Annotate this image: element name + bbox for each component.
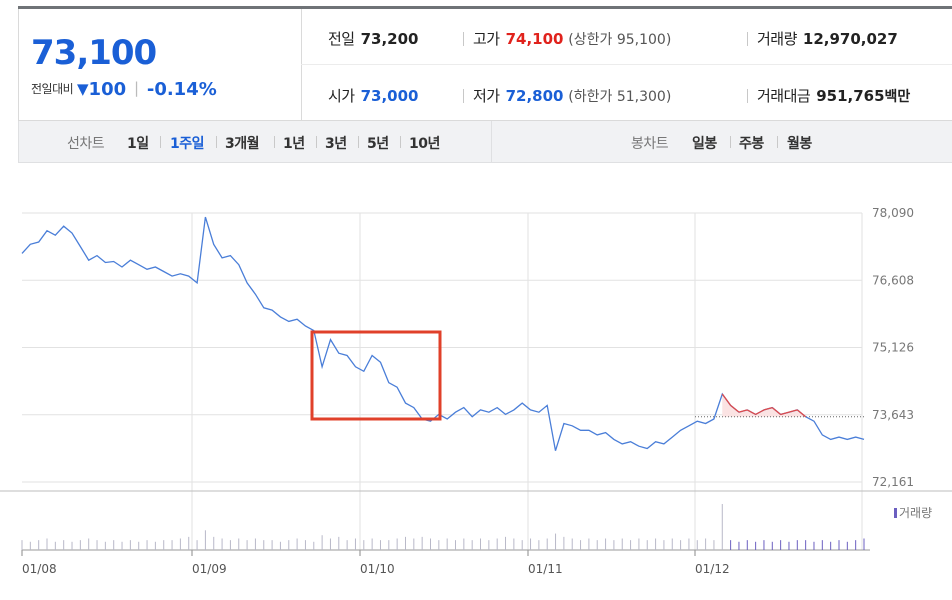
price-line-up-segment (755, 409, 765, 416)
change-label: 전일대비 (31, 82, 74, 96)
divider (747, 89, 748, 103)
chart-period-tabs: 선차트 1일 1주일 3개월 1년 3년 5년 10년 봉차트 일봉 주봉 월봉 (18, 121, 952, 163)
x-tick-label: 01/09 (192, 562, 227, 576)
change-value: 100 (88, 79, 127, 100)
price-chart: 78,090 76,608 75,126 73,643 72,161 01/08 01/09… (0, 206, 952, 576)
line-chart-heading: 선차트 (67, 136, 105, 152)
open-value: 73,000 (360, 87, 419, 105)
change-percent: -0.14% (146, 79, 217, 100)
low-value: 72,800 (505, 87, 564, 105)
x-tick-label: 01/10 (360, 562, 395, 576)
y-tick-label: 78,090 (872, 206, 914, 220)
tab-10-years[interactable]: 10년 (409, 136, 440, 152)
tab-3-years[interactable]: 3년 (325, 136, 347, 152)
divider (316, 136, 317, 148)
tab-group-divider (491, 121, 492, 162)
up-area-fill (722, 394, 806, 417)
prev-close-stat: 전일 73,200 (328, 28, 419, 49)
quote-summary: 73,100 전일대비 ▼100 | -0.14% 전일 73,200 고가 74,… (18, 9, 952, 121)
upper-limit: (상한가 95,100) (568, 32, 672, 48)
lower-limit: (하한가 51,300) (568, 89, 672, 105)
price-line-up-segment (746, 409, 756, 416)
high-value: 74,100 (505, 30, 564, 48)
price-line-up-segment (796, 409, 807, 418)
open-label: 시가 (328, 87, 355, 105)
trade-value-label: 거래대금 (757, 87, 811, 105)
volume-stat: 거래량 12,970,027 (757, 28, 898, 49)
divider (216, 136, 217, 148)
trade-value-unit: 백만 (884, 89, 911, 105)
divider (777, 136, 778, 148)
x-tick-label: 01/11 (528, 562, 563, 576)
tab-1-week[interactable]: 1주일 (170, 136, 205, 152)
divider (747, 32, 748, 46)
divider (463, 32, 464, 46)
price-line-up-segment (771, 407, 782, 415)
tab-monthly-candle[interactable]: 월봉 (787, 136, 812, 152)
price-line-up-segment (721, 393, 732, 406)
y-tick-label: 76,608 (872, 273, 914, 287)
price-line-up-segment (730, 404, 740, 413)
x-tick-label: 01/12 (695, 562, 730, 576)
divider (400, 136, 401, 148)
divider (274, 136, 275, 148)
y-tick-label: 72,161 (872, 475, 914, 489)
volume-legend-swatch (894, 508, 897, 518)
price-line-up-segment (788, 409, 798, 413)
price-line-up-segment (780, 411, 790, 416)
trade-value-stat: 거래대금 951,765백만 (757, 85, 910, 106)
change-row: 전일대비 ▼100 | -0.14% (31, 79, 217, 100)
low-label: 저가 (473, 87, 500, 105)
prev-close-value: 73,200 (360, 30, 419, 48)
divider (160, 136, 161, 148)
trade-value: 951,765 (816, 87, 885, 105)
high-stat: 고가 74,100 (상한가 95,100) (473, 28, 671, 49)
y-tick-label: 73,643 (872, 408, 914, 422)
y-tick-label: 75,126 (872, 341, 914, 355)
price-line-up-segment (738, 409, 748, 413)
high-label: 고가 (473, 30, 500, 48)
volume-label: 거래량 (757, 30, 797, 48)
low-stat: 저가 72,800 (하한가 51,300) (473, 85, 671, 106)
candle-chart-heading: 봉차트 (631, 136, 669, 152)
tab-1-year[interactable]: 1년 (283, 136, 305, 152)
down-triangle-icon: ▼ (77, 80, 89, 98)
divider: | (133, 79, 140, 97)
current-price: 73,100 (31, 33, 157, 73)
volume-value: 12,970,027 (802, 30, 898, 48)
price-box: 73,100 전일대비 ▼100 | -0.14% (18, 9, 302, 120)
highlight-box (310, 330, 442, 421)
divider (463, 89, 464, 103)
tab-1-day[interactable]: 1일 (127, 136, 149, 152)
volume-legend-label: 거래량 (899, 506, 932, 520)
open-stat: 시가 73,000 (328, 85, 419, 106)
top-accent-bar (18, 6, 952, 9)
prev-close-label: 전일 (328, 30, 355, 48)
divider (730, 136, 731, 148)
price-line-up-segment (763, 407, 773, 411)
tab-3-months[interactable]: 3개월 (225, 136, 260, 152)
x-tick-label: 01/08 (22, 562, 57, 576)
stats-row-divider (301, 64, 952, 65)
tab-daily-candle[interactable]: 일봉 (692, 136, 717, 152)
divider (358, 136, 359, 148)
tab-5-years[interactable]: 5년 (367, 136, 389, 152)
tab-weekly-candle[interactable]: 주봉 (739, 136, 764, 152)
